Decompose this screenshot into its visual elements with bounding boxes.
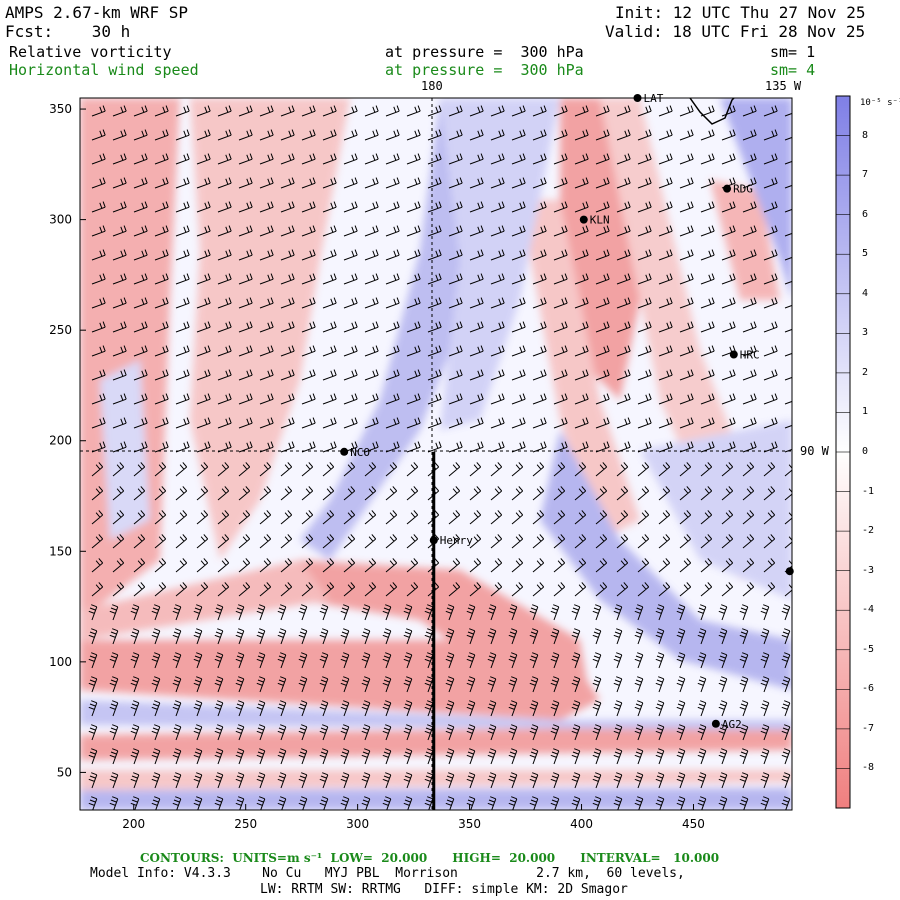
forecast-hour: Fcst: 30 h: [5, 22, 131, 41]
colorbar-label: 1: [862, 406, 869, 418]
init-time: Init: 12 UTC Thu 27 Nov 25: [615, 3, 866, 22]
map-frame: [79, 97, 793, 811]
station-marker: [340, 447, 349, 456]
station-marker: [723, 184, 732, 193]
colorbar-label: -8: [862, 762, 875, 774]
y-tick-label: 100: [49, 655, 72, 669]
colorbar-label: 6: [862, 208, 869, 220]
x-tick-label: 300: [346, 817, 369, 831]
physics-info: LW: RRTM SW: RRTMG DIFF: simple KM: 2D S…: [260, 882, 628, 897]
colorbar-label: 5: [862, 248, 869, 260]
colorbar-label: 8: [862, 129, 869, 141]
station-label: KLN: [590, 214, 610, 227]
station-marker: [579, 215, 588, 224]
y-tick-label: 350: [49, 102, 72, 116]
x-tick-label: 450: [682, 817, 705, 831]
field1-pressure: at pressure = 300 hPa: [385, 43, 584, 61]
station-label: Henry: [440, 534, 473, 547]
station-marker: [729, 350, 738, 359]
colorbar-label: -2: [862, 525, 875, 537]
colorbar-label: -7: [862, 722, 875, 734]
colorbar-label: -6: [862, 683, 875, 695]
field1-name: Relative vorticity: [9, 43, 172, 61]
station-marker: [785, 567, 794, 576]
x-tick-label: 200: [122, 817, 145, 831]
colorbar-units: 10⁻⁵ s⁻¹: [860, 98, 900, 108]
station-marker: [429, 536, 438, 545]
x-axis: 200 250 300 350 400 450: [122, 804, 705, 831]
lon-label-90w: 90 W: [800, 444, 829, 458]
colorbar-label: 7: [862, 169, 869, 181]
x-tick-label: 350: [458, 817, 481, 831]
model-title: AMPS 2.67-km WRF SP: [5, 3, 189, 22]
y-tick-label: 300: [49, 213, 72, 227]
field2-pressure: at pressure = 300 hPa: [385, 61, 584, 79]
colorbar-label: 3: [862, 327, 869, 339]
station-label: NCO: [350, 446, 370, 459]
field2-smoothing: sm= 4: [770, 61, 816, 79]
colorbar-label: -4: [862, 604, 875, 616]
model-info: Model Info: V4.3.3 No Cu MYJ PBL Morriso…: [90, 866, 685, 881]
contour-info: CONTOURS: UNITS=m s⁻¹ LOW= 20.000 HIGH= …: [140, 851, 720, 865]
x-tick-label: 400: [570, 817, 593, 831]
coastline: [689, 98, 735, 125]
colorbar-bands: [836, 135, 850, 769]
x-tick-label: 250: [234, 817, 257, 831]
wind-barb-set: [88, 105, 792, 810]
station-label: HRC: [740, 348, 760, 361]
colorbar-label: 2: [862, 366, 869, 378]
y-tick-label: 50: [57, 765, 72, 779]
colorbar-label: 4: [862, 287, 869, 299]
wind-barbs: [88, 105, 792, 810]
colorbar-label: -3: [862, 564, 875, 576]
colorbar-label: -1: [862, 485, 875, 497]
y-tick-label: 150: [49, 544, 72, 558]
colorbar-label: 0: [862, 446, 869, 457]
lon-label-135w: 135 W: [765, 79, 802, 93]
station-marker: [711, 719, 720, 728]
colorbar-label: -5: [862, 643, 875, 655]
station-label: AG2: [722, 718, 742, 731]
y-axis: 50 100 150 200 250 300 350: [49, 102, 86, 779]
valid-time: Valid: 18 UTC Fri 28 Nov 25: [605, 22, 866, 41]
field1-smoothing: sm= 1: [770, 43, 816, 61]
station-label: RDG: [733, 183, 753, 196]
field2-name: Horizontal wind speed: [9, 61, 199, 79]
y-tick-label: 200: [49, 434, 72, 448]
map-field: [80, 98, 792, 810]
lon-label-180: 180: [421, 79, 443, 93]
y-tick-label: 250: [49, 323, 72, 337]
